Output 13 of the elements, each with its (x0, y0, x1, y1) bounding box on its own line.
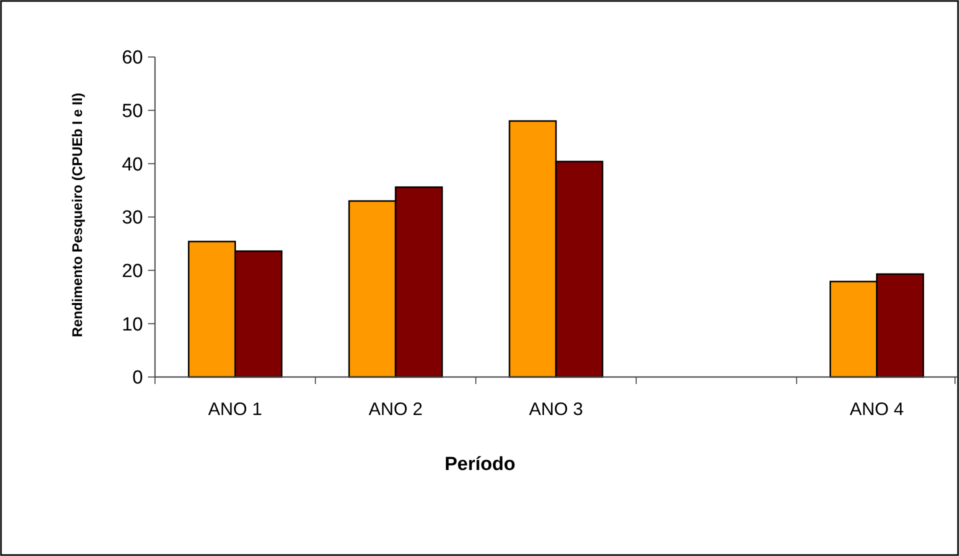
y-tick-label: 10 (122, 314, 143, 336)
y-tick-label: 20 (122, 260, 143, 282)
x-tick-label: ANO 2 (368, 399, 423, 419)
y-tick-label: 0 (132, 368, 143, 389)
y-tick-label: 60 (122, 48, 143, 69)
x-tick-label: ANO 3 (528, 399, 584, 419)
x-tick-label: ANO 4 (850, 399, 904, 419)
y-tick-label: 40 (122, 154, 143, 176)
y-tick-label: 50 (122, 100, 143, 122)
x-axis-title: Período (444, 454, 516, 475)
y-axis-title: Rendimento Pesqueiro (CPUEb I e II) (69, 92, 85, 338)
x-tick-label: ANO 1 (208, 399, 262, 419)
y-tick-label: 30 (122, 208, 143, 229)
